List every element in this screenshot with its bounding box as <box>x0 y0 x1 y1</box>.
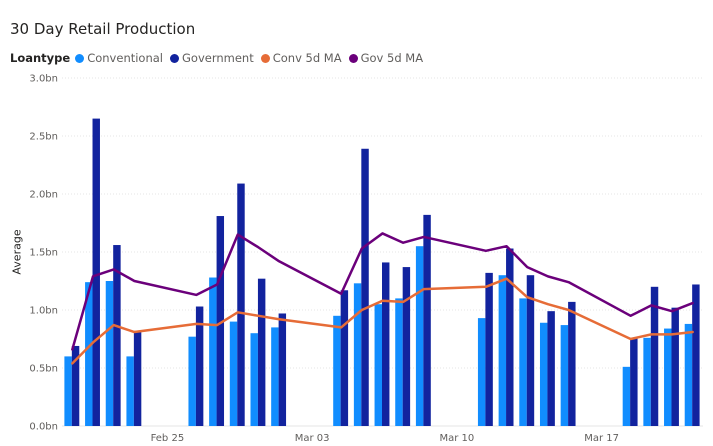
bar-conventional <box>560 325 569 426</box>
bar-conventional <box>250 333 258 426</box>
bar-conventional <box>105 281 114 426</box>
bar-conventional <box>477 318 486 426</box>
legend-marker-gov-5d-ma <box>348 53 358 63</box>
y-tick-label: 3.0bn <box>29 74 58 85</box>
legend-item-conventional[interactable]: Conventional <box>75 51 163 65</box>
legend-label-conv-5d-ma: Conv 5d MA <box>272 51 342 65</box>
bar-conventional <box>188 336 196 426</box>
bar-conventional <box>333 315 341 426</box>
bar-conventional <box>395 298 403 426</box>
legend-label-gov-5d-ma: Gov 5d MA <box>360 51 424 65</box>
bar-conventional <box>353 283 362 426</box>
legend-marker-government <box>170 53 179 63</box>
x-tick-label: Mar 10 <box>439 433 474 444</box>
legend-label-government: Government <box>182 51 254 65</box>
legend-label-conventional: Conventional <box>87 51 163 65</box>
bar-conventional <box>519 298 527 426</box>
x-tick-label: Feb 25 <box>151 433 185 444</box>
legend-item-gov-5d-ma[interactable]: Gov 5d MA <box>348 51 424 65</box>
bar-government <box>278 313 287 426</box>
bar-conventional <box>664 328 672 426</box>
y-tick-label: 2.5bn <box>29 132 58 143</box>
bar-government <box>506 248 514 426</box>
bar-conventional <box>374 304 382 426</box>
legend-marker-conventional <box>75 53 85 63</box>
bar-government <box>547 311 555 426</box>
bar-government <box>382 262 390 426</box>
line-gov-5d-ma <box>71 232 694 351</box>
y-tick-label: 2.0bn <box>29 190 58 201</box>
legend-item-government[interactable]: Government <box>170 51 254 65</box>
bar-government <box>257 278 266 426</box>
bar-conventional <box>684 323 693 426</box>
legend-item-conv-5d-ma[interactable]: Conv 5d MA <box>260 51 342 65</box>
bar-government <box>568 301 576 426</box>
bar-conventional <box>271 327 279 426</box>
legend-title: Loantype <box>10 51 71 65</box>
bar-government <box>692 284 700 426</box>
bar-government <box>71 345 80 426</box>
bar-government <box>133 330 142 426</box>
y-tick-label: 0.5bn <box>29 364 58 375</box>
bar-government <box>113 245 121 426</box>
bar-government <box>361 148 369 426</box>
bar-conventional <box>229 321 238 426</box>
bar-conventional <box>209 277 217 426</box>
bar-government <box>237 183 245 426</box>
bar-government <box>630 337 638 426</box>
bar-government <box>216 216 225 426</box>
bar-government <box>526 275 535 426</box>
y-tick-label: 1.5bn <box>29 248 58 259</box>
bar-conventional <box>126 356 134 426</box>
bar-conventional <box>539 322 548 426</box>
chart-legend: Loantype Conventional Government Conv 5d… <box>10 51 430 65</box>
legend-marker-conv-5d-ma <box>260 53 270 63</box>
bar-government <box>340 290 349 426</box>
chart-title: 30 Day Retail Production <box>10 20 196 38</box>
bar-government <box>195 306 204 426</box>
bar-conventional <box>85 282 93 426</box>
bar-government <box>650 286 659 426</box>
y-tick-label: 1.0bn <box>29 306 58 317</box>
bar-government <box>485 272 493 426</box>
bar-conventional <box>64 356 72 426</box>
line-conv-5d-ma <box>71 277 694 365</box>
x-tick-label: Mar 17 <box>584 433 619 444</box>
bar-conventional <box>498 275 507 426</box>
x-tick-label: Mar 03 <box>295 433 330 444</box>
bar-government <box>92 118 100 426</box>
bar-government <box>402 267 411 426</box>
bar-government <box>671 307 679 426</box>
bar-government <box>423 214 431 426</box>
bar-conventional <box>415 246 424 426</box>
bar-conventional <box>643 337 651 426</box>
y-tick-label: 0.0bn <box>29 422 58 433</box>
bar-conventional <box>622 366 631 426</box>
